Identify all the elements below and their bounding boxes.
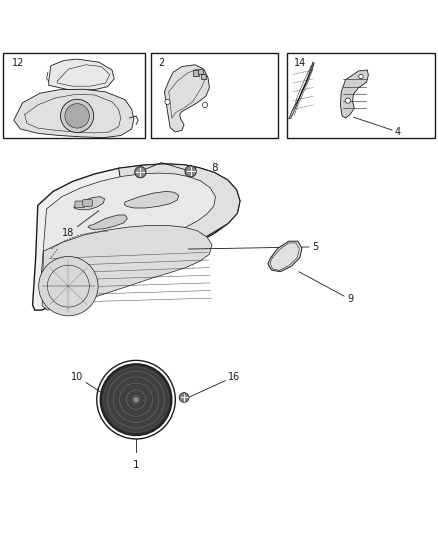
- Circle shape: [165, 99, 170, 104]
- Polygon shape: [268, 241, 302, 272]
- Circle shape: [185, 166, 196, 177]
- Text: 9: 9: [299, 272, 353, 304]
- Text: 8: 8: [211, 163, 218, 173]
- Polygon shape: [88, 215, 127, 229]
- Bar: [3, 53, 145, 138]
- Bar: [201, 74, 206, 79]
- Polygon shape: [32, 164, 240, 310]
- FancyBboxPatch shape: [75, 201, 85, 207]
- Circle shape: [202, 102, 208, 108]
- Circle shape: [100, 364, 172, 435]
- Text: 18: 18: [62, 211, 99, 238]
- Polygon shape: [42, 225, 212, 310]
- Text: 5: 5: [188, 242, 318, 252]
- Bar: [287, 53, 435, 138]
- Circle shape: [359, 75, 363, 79]
- Polygon shape: [49, 59, 114, 90]
- Circle shape: [60, 99, 94, 133]
- Text: 10: 10: [71, 372, 112, 400]
- Polygon shape: [119, 164, 240, 262]
- Circle shape: [345, 98, 350, 103]
- Polygon shape: [289, 62, 314, 119]
- Text: 14: 14: [294, 58, 306, 68]
- Text: 1: 1: [133, 460, 139, 470]
- Polygon shape: [164, 65, 209, 132]
- Circle shape: [133, 396, 140, 403]
- Text: 4: 4: [353, 117, 401, 137]
- Polygon shape: [74, 197, 105, 210]
- Polygon shape: [14, 89, 134, 138]
- Bar: [151, 53, 278, 138]
- Circle shape: [135, 166, 146, 178]
- Circle shape: [65, 103, 89, 128]
- Text: 16: 16: [188, 372, 240, 398]
- Text: 12: 12: [12, 58, 24, 68]
- Polygon shape: [40, 173, 215, 293]
- FancyBboxPatch shape: [83, 200, 92, 206]
- Circle shape: [39, 256, 98, 316]
- Circle shape: [103, 367, 169, 432]
- Polygon shape: [124, 191, 179, 208]
- Polygon shape: [340, 70, 368, 118]
- Circle shape: [179, 393, 189, 402]
- Bar: [193, 70, 199, 76]
- Bar: [198, 69, 203, 75]
- Text: 2: 2: [159, 58, 165, 68]
